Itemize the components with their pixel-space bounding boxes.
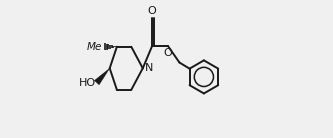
- Text: O: O: [164, 48, 172, 58]
- Polygon shape: [94, 68, 110, 85]
- Text: HO: HO: [79, 78, 96, 88]
- Text: O: O: [148, 6, 157, 16]
- Text: Me: Me: [87, 42, 102, 52]
- Text: N: N: [145, 63, 153, 73]
